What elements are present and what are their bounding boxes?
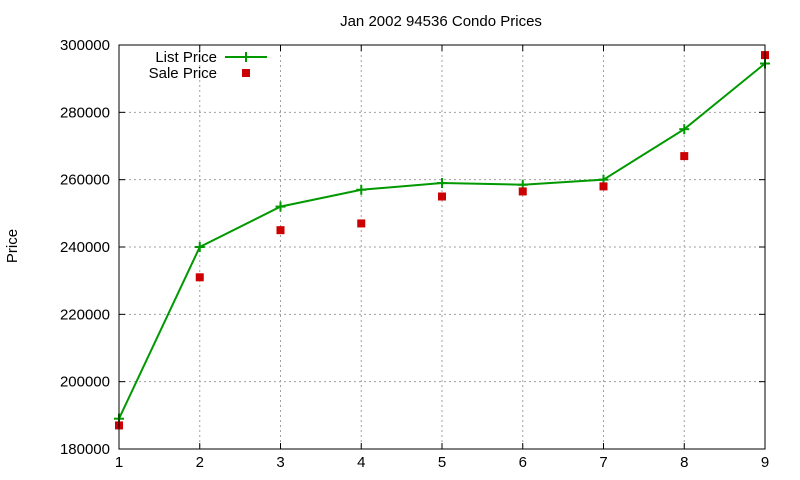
legend-label: Sale Price — [149, 65, 217, 82]
x-tick-label: 4 — [357, 454, 365, 471]
x-tick-label: 9 — [761, 454, 769, 471]
legend-marker-square — [242, 69, 250, 77]
y-tick-label: 220000 — [60, 306, 110, 323]
data-point-sale-price — [276, 226, 285, 235]
data-point-list-price — [356, 184, 367, 195]
legend-label: List Price — [155, 49, 217, 66]
data-point-list-price — [679, 124, 690, 135]
data-point-sale-price — [680, 152, 689, 161]
x-tick-label: 8 — [680, 454, 688, 471]
axis-ticks: 1 2 3 4 5 6 7 8 9 180000 200000 220000 240000 260000 2… — [60, 37, 769, 471]
y-tick-label: 180000 — [60, 441, 110, 458]
data-point-sale-price — [438, 192, 446, 201]
x-tick-label: 7 — [599, 454, 607, 471]
y-tick-label: 200000 — [60, 374, 110, 391]
x-tick-label: 6 — [519, 454, 527, 471]
y-axis-label: Price — [4, 229, 21, 263]
legend-marker-plus — [241, 52, 251, 62]
data-point-sale-price — [518, 187, 527, 196]
x-tick-label: 5 — [438, 454, 446, 471]
x-tick-label: 3 — [276, 454, 284, 471]
data-point-sale-price — [195, 273, 204, 282]
y-tick-label: 300000 — [60, 37, 110, 54]
y-tick-label: 260000 — [60, 172, 110, 189]
x-tick-label: 2 — [196, 454, 204, 471]
grid — [118, 44, 766, 450]
data-point-list-price — [275, 201, 286, 212]
data-point-sale-price — [599, 182, 608, 191]
x-tick-label: 1 — [115, 454, 123, 471]
y-tick-label: 280000 — [60, 104, 110, 121]
data-point-sale-price — [357, 219, 366, 228]
chart-title: Jan 2002 94536 Condo Prices — [340, 13, 542, 30]
data-point-list-price — [437, 178, 447, 189]
data-point-list-price — [194, 242, 205, 252]
plot-frame — [118, 44, 766, 450]
y-tick-label: 240000 — [60, 239, 110, 256]
